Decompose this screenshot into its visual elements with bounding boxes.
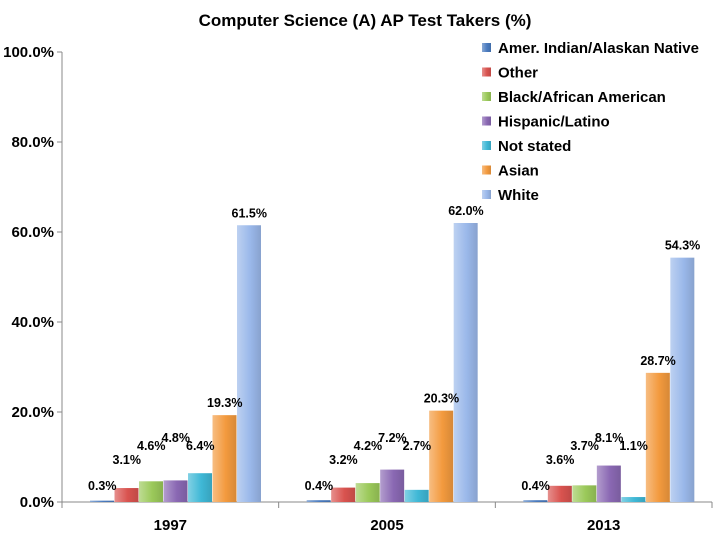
y-tick-label: 100.0% bbox=[3, 44, 54, 61]
data-label: 4.2% bbox=[354, 439, 383, 453]
bars bbox=[90, 223, 695, 502]
data-label: 61.5% bbox=[232, 206, 267, 220]
bar-white-2005 bbox=[453, 223, 478, 502]
data-label: 3.2% bbox=[329, 453, 358, 467]
bar-black-african-american-1997 bbox=[139, 481, 163, 502]
data-label: 54.3% bbox=[665, 239, 700, 253]
legend-swatch bbox=[482, 165, 491, 175]
legend-label: Other bbox=[498, 65, 538, 82]
legend-label: Hispanic/Latino bbox=[498, 114, 610, 131]
bar-asian-2013 bbox=[645, 372, 670, 502]
data-label: 8.1% bbox=[595, 431, 624, 445]
bar-hispanic-latino-2005 bbox=[380, 469, 405, 502]
legend-label: Black/African American bbox=[498, 89, 666, 106]
legend-swatch bbox=[482, 67, 491, 77]
x-tick-label: 1997 bbox=[154, 517, 187, 534]
bar-amer-indian-alaskan-native-2013 bbox=[523, 500, 548, 502]
bar-hispanic-latino-2013 bbox=[596, 465, 621, 502]
data-label: 3.6% bbox=[546, 453, 575, 467]
data-label: 20.3% bbox=[424, 392, 459, 406]
data-label: 62.0% bbox=[448, 204, 483, 218]
legend-swatch bbox=[482, 116, 491, 126]
legend-label: Asian bbox=[498, 163, 539, 180]
bar-asian-2005 bbox=[429, 410, 454, 502]
bar-black-african-american-2013 bbox=[572, 485, 597, 502]
bar-white-1997 bbox=[237, 225, 261, 502]
axes: 0.0% 20.0% 40.0% 60.0% 80.0% 100.0% 1997 2005 20… bbox=[3, 44, 713, 534]
data-label: 3.7% bbox=[570, 439, 599, 453]
data-label: 0.4% bbox=[305, 479, 334, 493]
data-label: 2.7% bbox=[403, 439, 432, 453]
y-tick-label: 40.0% bbox=[11, 314, 54, 331]
bar-black-african-american-2005 bbox=[355, 483, 380, 502]
bar-white-2013 bbox=[670, 257, 695, 502]
y-tick-label: 60.0% bbox=[11, 224, 54, 241]
data-label: 6.4% bbox=[186, 439, 215, 453]
data-label: 28.7% bbox=[640, 354, 675, 368]
data-labels: 0.3% 3.1%4.6%4.8%6.4% 19.3% 61.5% 0.4% 3.2%4.… bbox=[88, 204, 700, 493]
chart-title: Computer Science (A) AP Test Takers (%) bbox=[199, 11, 532, 30]
bar-other-2013 bbox=[547, 485, 572, 502]
legend-label: Not stated bbox=[498, 138, 571, 155]
y-tick-label: 80.0% bbox=[11, 134, 54, 151]
bar-not-stated-2005 bbox=[404, 489, 429, 502]
data-label: 0.3% bbox=[88, 479, 117, 493]
bar-other-1997 bbox=[114, 488, 139, 502]
y-tick-label: 20.0% bbox=[11, 404, 54, 421]
legend-label: White bbox=[498, 187, 539, 204]
data-label: 19.3% bbox=[207, 396, 242, 410]
bar-amer-indian-alaskan-native-2005 bbox=[306, 500, 331, 502]
legend-label: Amer. Indian/Alaskan Native bbox=[498, 40, 699, 57]
y-tick-label: 0.0% bbox=[20, 494, 54, 511]
data-label: 4.8% bbox=[162, 431, 191, 445]
bar-asian-1997 bbox=[212, 415, 237, 502]
bar-not-stated-1997 bbox=[188, 473, 212, 502]
legend: Amer. Indian/Alaskan Native Other Black/Af… bbox=[482, 40, 699, 204]
data-label: 0.4% bbox=[521, 479, 550, 493]
data-label: 7.2% bbox=[378, 431, 407, 445]
legend-swatch bbox=[482, 141, 491, 150]
legend-swatch bbox=[482, 43, 491, 52]
bar-hispanic-latino-1997 bbox=[163, 480, 188, 502]
bar-other-2005 bbox=[331, 487, 356, 502]
data-label: 4.6% bbox=[137, 439, 166, 453]
bar-amer-indian-alaskan-native-1997 bbox=[90, 500, 114, 502]
x-tick-label: 2005 bbox=[370, 517, 403, 534]
legend-swatch bbox=[482, 92, 491, 101]
data-label: 3.1% bbox=[113, 453, 142, 467]
legend-swatch bbox=[482, 190, 491, 199]
x-tick-label: 2013 bbox=[587, 517, 620, 534]
bar-not-stated-2013 bbox=[621, 497, 646, 502]
data-label: 1.1% bbox=[619, 439, 648, 453]
